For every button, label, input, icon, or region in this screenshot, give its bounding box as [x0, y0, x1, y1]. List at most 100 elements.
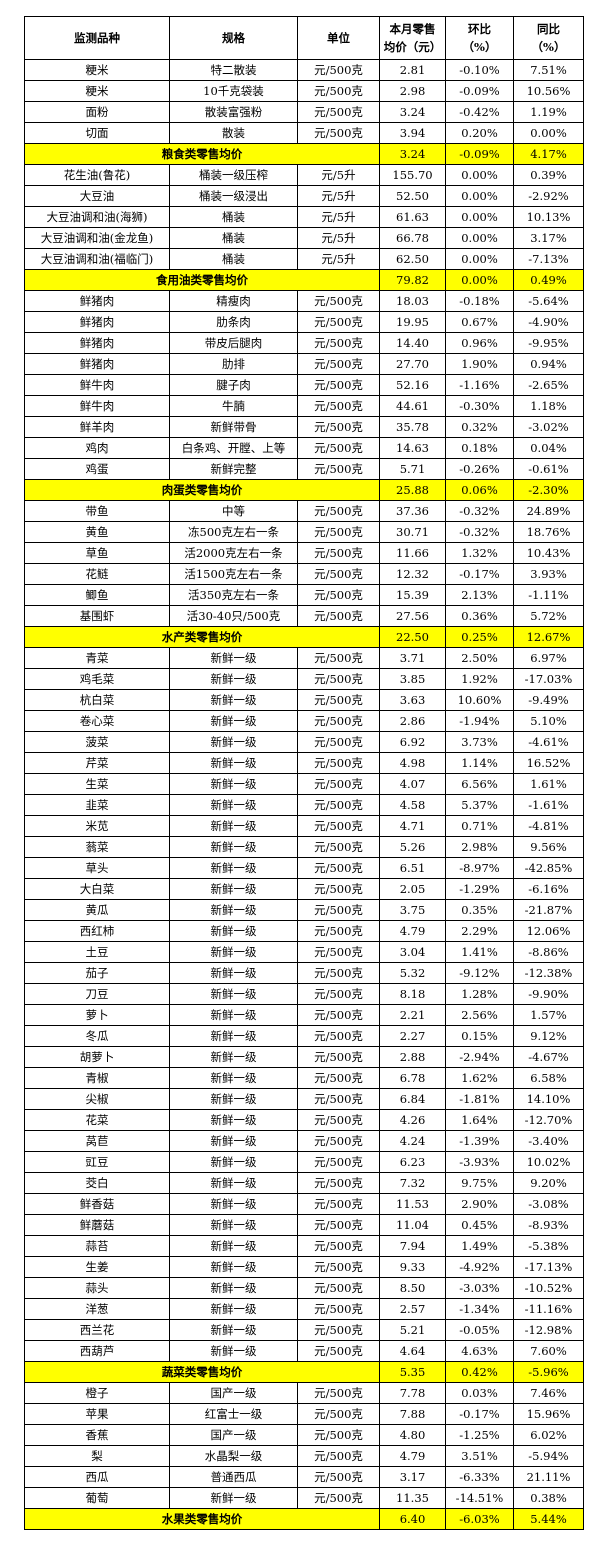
unit-cell: 元/5升: [297, 164, 380, 186]
price-cell: 52.50: [379, 185, 446, 207]
mom-cell: -0.09%: [445, 143, 514, 165]
unit-cell: 元/500克: [297, 1466, 380, 1488]
spec-cell: 精瘦肉: [169, 290, 298, 312]
yoy-cell: -12.38%: [513, 962, 584, 984]
mom-cell: 1.14%: [445, 752, 514, 774]
unit-cell: 元/500克: [297, 395, 380, 417]
price-cell: 7.88: [379, 1403, 446, 1425]
table-row: 生菜 新鲜一级 元/500克 4.07 6.56% 1.61%: [24, 773, 584, 795]
yoy-cell: 9.56%: [513, 836, 584, 858]
spec-cell: 中等: [169, 500, 298, 522]
spec-cell: 活1500克左右一条: [169, 563, 298, 585]
table-row: 橙子 国产一级 元/500克 7.78 0.03% 7.46%: [24, 1382, 584, 1404]
price-cell: 5.32: [379, 962, 446, 984]
category-average-row: 蔬菜类零售均价 5.35 0.42% -5.96%: [24, 1361, 584, 1383]
unit-cell: 元/500克: [297, 290, 380, 312]
yoy-cell: -4.61%: [513, 731, 584, 753]
price-cell: 4.79: [379, 920, 446, 942]
yoy-cell: 21.11%: [513, 1466, 584, 1488]
unit-cell: 元/500克: [297, 542, 380, 564]
table-row: 鲜牛肉 牛腩 元/500克 44.61 -0.30% 1.18%: [24, 395, 584, 417]
variety-cell: 刀豆: [24, 983, 170, 1005]
unit-cell: 元/500克: [297, 59, 380, 81]
mom-cell: -1.39%: [445, 1130, 514, 1152]
price-cell: 6.40: [379, 1508, 446, 1530]
spec-cell: 新鲜一级: [169, 1298, 298, 1320]
variety-cell: 橙子: [24, 1382, 170, 1404]
mom-cell: 0.67%: [445, 311, 514, 333]
table-row: 花生油(鲁花) 桶装一级压榨 元/5升 155.70 0.00% 0.39%: [24, 164, 584, 186]
spec-cell: 桶装: [169, 227, 298, 249]
mom-cell: -6.03%: [445, 1508, 514, 1530]
mom-cell: -0.18%: [445, 290, 514, 312]
price-cell: 35.78: [379, 416, 446, 438]
mom-cell: -1.16%: [445, 374, 514, 396]
price-cell: 5.21: [379, 1319, 446, 1341]
price-cell: 6.51: [379, 857, 446, 879]
unit-cell: 元/500克: [297, 1445, 380, 1467]
category-average-row: 水果类零售均价 6.40 -6.03% 5.44%: [24, 1508, 584, 1530]
unit-cell: 元/500克: [297, 815, 380, 837]
yoy-cell: -5.94%: [513, 1445, 584, 1467]
variety-cell: 生菜: [24, 773, 170, 795]
yoy-cell: -9.90%: [513, 983, 584, 1005]
unit-cell: 元/500克: [297, 731, 380, 753]
price-cell: 14.63: [379, 437, 446, 459]
price-cell: 25.88: [379, 479, 446, 501]
spec-cell: 新鲜一级: [169, 1130, 298, 1152]
mom-cell: -6.33%: [445, 1466, 514, 1488]
table-row: 刀豆 新鲜一级 元/500克 8.18 1.28% -9.90%: [24, 983, 584, 1005]
mom-cell: 2.90%: [445, 1193, 514, 1215]
variety-cell: 萝卜: [24, 1004, 170, 1026]
mom-cell: -0.17%: [445, 1403, 514, 1425]
yoy-cell: -2.65%: [513, 374, 584, 396]
mom-cell: 0.00%: [445, 269, 514, 291]
mom-cell: -0.10%: [445, 59, 514, 81]
variety-cell: 莴苣: [24, 1130, 170, 1152]
mom-cell: 3.51%: [445, 1445, 514, 1467]
mom-cell: 1.28%: [445, 983, 514, 1005]
variety-cell: 大豆油调和油(海狮): [24, 206, 170, 228]
spec-cell: 10千克袋装: [169, 80, 298, 102]
unit-cell: 元/500克: [297, 1088, 380, 1110]
yoy-cell: 24.89%: [513, 500, 584, 522]
mom-cell: -1.34%: [445, 1298, 514, 1320]
mom-cell: -1.94%: [445, 710, 514, 732]
variety-cell: 花生油(鲁花): [24, 164, 170, 186]
yoy-cell: -4.81%: [513, 815, 584, 837]
mom-cell: 0.96%: [445, 332, 514, 354]
price-cell: 4.80: [379, 1424, 446, 1446]
price-cell: 4.58: [379, 794, 446, 816]
unit-cell: 元/500克: [297, 1151, 380, 1173]
spec-cell: 新鲜一级: [169, 962, 298, 984]
variety-cell: 杭白菜: [24, 689, 170, 711]
header-row: 监测品种 规格 单位 本月零售 均价（元） 环比 （%） 同比 （%）: [24, 16, 584, 60]
spec-cell: 桶装一级压榨: [169, 164, 298, 186]
table-row: 鲜猪肉 精瘦肉 元/500克 18.03 -0.18% -5.64%: [24, 290, 584, 312]
unit-cell: 元/500克: [297, 689, 380, 711]
spec-cell: 活350克左右一条: [169, 584, 298, 606]
price-cell: 4.07: [379, 773, 446, 795]
price-cell: 15.39: [379, 584, 446, 606]
table-row: 香蕉 国产一级 元/500克 4.80 -1.25% 6.02%: [24, 1424, 584, 1446]
yoy-cell: 9.12%: [513, 1025, 584, 1047]
yoy-cell: 0.38%: [513, 1487, 584, 1509]
variety-cell: 尖椒: [24, 1088, 170, 1110]
header-avg-price: 本月零售 均价（元）: [379, 16, 446, 60]
unit-cell: 元/500克: [297, 1046, 380, 1068]
spec-cell: 新鲜一级: [169, 1172, 298, 1194]
table-row: 芹菜 新鲜一级 元/500克 4.98 1.14% 16.52%: [24, 752, 584, 774]
price-cell: 6.84: [379, 1088, 446, 1110]
mom-cell: -0.32%: [445, 521, 514, 543]
table-row: 大豆油调和油(金龙鱼) 桶装 元/5升 66.78 0.00% 3.17%: [24, 227, 584, 249]
yoy-cell: 6.02%: [513, 1424, 584, 1446]
variety-cell: 大豆油调和油(金龙鱼): [24, 227, 170, 249]
yoy-cell: 1.61%: [513, 773, 584, 795]
unit-cell: 元/500克: [297, 1424, 380, 1446]
table-row: 大豆油调和油(福临门) 桶装 元/5升 62.50 0.00% -7.13%: [24, 248, 584, 270]
variety-cell: 黄鱼: [24, 521, 170, 543]
mom-cell: 0.18%: [445, 437, 514, 459]
spec-cell: 白条鸡、开膛、上等: [169, 437, 298, 459]
yoy-cell: 1.18%: [513, 395, 584, 417]
spec-cell: 新鲜一级: [169, 794, 298, 816]
